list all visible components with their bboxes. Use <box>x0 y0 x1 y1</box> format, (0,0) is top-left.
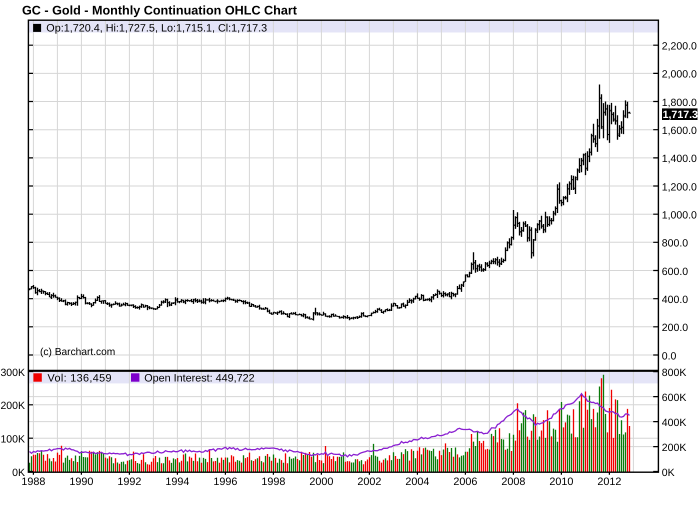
svg-text:2008: 2008 <box>501 476 525 488</box>
svg-text:800K: 800K <box>662 367 687 379</box>
svg-text:2002: 2002 <box>357 476 381 488</box>
svg-text:2010: 2010 <box>549 476 573 488</box>
svg-text:2,000.0: 2,000.0 <box>662 69 697 81</box>
svg-text:1988: 1988 <box>21 476 45 488</box>
svg-text:800.0: 800.0 <box>662 238 688 250</box>
svg-text:200K: 200K <box>0 400 25 412</box>
svg-text:1996: 1996 <box>213 476 237 488</box>
svg-text:300K: 300K <box>0 367 25 379</box>
svg-text:1,717.3: 1,717.3 <box>663 109 698 121</box>
svg-text:400K: 400K <box>662 417 687 429</box>
svg-text:1,200.0: 1,200.0 <box>662 181 697 193</box>
svg-text:600.0: 600.0 <box>662 266 688 278</box>
svg-text:200.0: 200.0 <box>662 322 688 334</box>
svg-text:1998: 1998 <box>261 476 285 488</box>
svg-text:1992: 1992 <box>117 476 141 488</box>
svg-text:1,800.0: 1,800.0 <box>662 97 697 109</box>
svg-text:Op:1,720.4, Hi:1,727.5, Lo:1,7: Op:1,720.4, Hi:1,727.5, Lo:1,715.1, Cl:1… <box>46 23 267 35</box>
svg-text:1990: 1990 <box>69 476 93 488</box>
svg-text:0K: 0K <box>662 467 675 479</box>
svg-text:100K: 100K <box>0 434 25 446</box>
svg-text:Open Interest: 449,722: Open Interest: 449,722 <box>144 372 254 384</box>
svg-text:1,000.0: 1,000.0 <box>662 210 697 222</box>
svg-text:600K: 600K <box>662 392 687 404</box>
svg-text:1,600.0: 1,600.0 <box>662 125 697 137</box>
svg-text:Vol: 136,459: Vol: 136,459 <box>48 372 112 384</box>
svg-text:(c) Barchart.com: (c) Barchart.com <box>40 347 115 358</box>
svg-text:400.0: 400.0 <box>662 294 688 306</box>
svg-text:200K: 200K <box>662 442 687 454</box>
svg-text:2004: 2004 <box>405 476 429 488</box>
svg-text:2000: 2000 <box>309 476 333 488</box>
svg-text:1994: 1994 <box>165 476 189 488</box>
svg-text:0.0: 0.0 <box>662 350 677 362</box>
svg-text:1,400.0: 1,400.0 <box>662 153 697 165</box>
svg-text:2006: 2006 <box>453 476 477 488</box>
svg-text:0K: 0K <box>12 467 25 479</box>
svg-text:2,200.0: 2,200.0 <box>662 41 697 53</box>
svg-text:2012: 2012 <box>597 476 621 488</box>
svg-text:GC - Gold - Monthly Continuati: GC - Gold - Monthly Continuation OHLC Ch… <box>22 4 298 18</box>
